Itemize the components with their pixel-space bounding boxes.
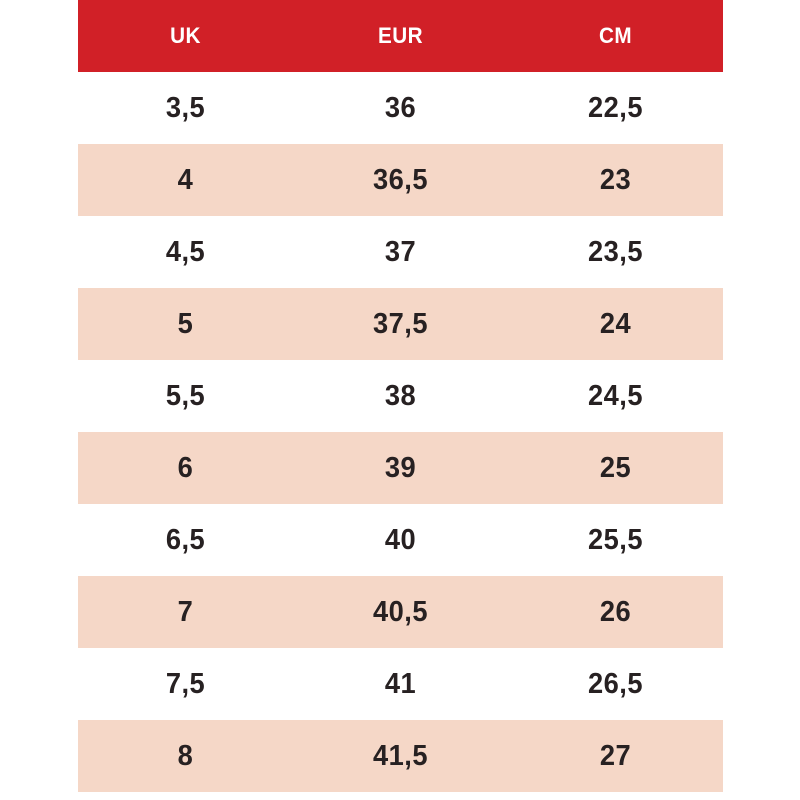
cm-cell: 26,5 — [588, 667, 643, 700]
header-cell-cm: CM — [598, 23, 633, 48]
eur-cell: 37,5 — [373, 307, 428, 340]
uk-cell: 7,5 — [165, 667, 206, 700]
uk-cell: 6 — [177, 451, 194, 484]
uk-cell: 4,5 — [165, 235, 206, 268]
uk-cell: 3,5 — [165, 91, 206, 124]
cm-cell: 24,5 — [588, 379, 643, 412]
table-row: 4 36,5 23 — [78, 144, 723, 216]
cm-cell: 25 — [599, 451, 632, 484]
header-cell-uk: UK — [170, 23, 201, 48]
eur-cell: 37 — [384, 235, 417, 268]
uk-cell: 5 — [177, 307, 194, 340]
eur-cell: 39 — [384, 451, 417, 484]
uk-cell: 8 — [177, 739, 194, 772]
eur-cell: 41 — [384, 667, 417, 700]
table-row: 3,5 36 22,5 — [78, 72, 723, 144]
uk-cell: 4 — [177, 163, 194, 196]
uk-cell: 6,5 — [165, 523, 206, 556]
eur-cell: 38 — [384, 379, 417, 412]
header-cell-eur: EUR — [377, 23, 424, 48]
table-row: 4,5 37 23,5 — [78, 216, 723, 288]
header-row: UK EUR CM — [78, 0, 723, 72]
eur-cell: 40 — [384, 523, 417, 556]
eur-cell: 41,5 — [373, 739, 428, 772]
cm-cell: 23,5 — [588, 235, 643, 268]
table-row: 6 39 25 — [78, 432, 723, 504]
eur-cell: 36 — [384, 91, 417, 124]
eur-cell: 40,5 — [373, 595, 428, 628]
cm-cell: 26 — [599, 595, 632, 628]
table-row: 5 37,5 24 — [78, 288, 723, 360]
cm-cell: 24 — [599, 307, 632, 340]
cm-cell: 22,5 — [588, 91, 643, 124]
table-row: 7,5 41 26,5 — [78, 648, 723, 720]
eur-cell: 36,5 — [373, 163, 428, 196]
cm-cell: 25,5 — [588, 523, 643, 556]
uk-cell: 7 — [177, 595, 194, 628]
table-row: 6,5 40 25,5 — [78, 504, 723, 576]
cm-cell: 27 — [599, 739, 632, 772]
shoe-size-conversion-table: UK EUR CM 3,5 36 22,5 4 36,5 23 4,5 37 2… — [78, 0, 723, 792]
uk-cell: 5,5 — [165, 379, 206, 412]
table-row: 7 40,5 26 — [78, 576, 723, 648]
table-row: 8 41,5 27 — [78, 720, 723, 792]
table-row: 5,5 38 24,5 — [78, 360, 723, 432]
cm-cell: 23 — [599, 163, 632, 196]
